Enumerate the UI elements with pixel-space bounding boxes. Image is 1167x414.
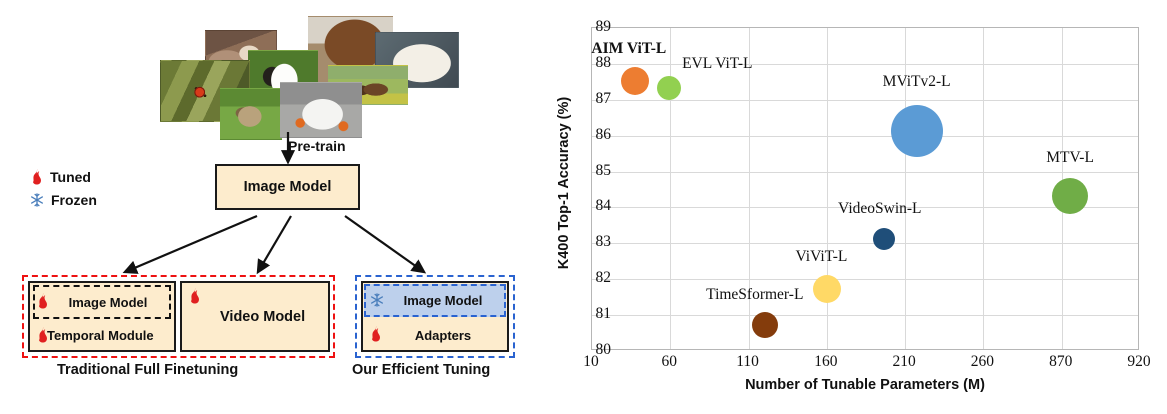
traditional-finetuning-group: [22, 275, 335, 358]
photo-cat: [220, 88, 282, 140]
data-bubble[interactable]: [657, 76, 682, 100]
snowflake-icon: [31, 193, 43, 207]
y-gridline: [592, 63, 1138, 65]
data-point-label: AIM ViT-L: [591, 39, 667, 57]
y-tick-label: 88: [595, 53, 612, 71]
y-tick-label: 87: [595, 89, 612, 107]
x-gridline: [748, 28, 750, 349]
pretraining-image-collage: [160, 8, 458, 140]
x-tick-label: 210: [892, 353, 916, 370]
flame-icon: [372, 326, 380, 342]
x-gridline: [905, 28, 907, 349]
y-tick-label: 86: [595, 125, 612, 143]
flame-icon: [33, 169, 41, 185]
y-tick-label: 83: [595, 233, 612, 251]
data-bubble[interactable]: [620, 66, 649, 95]
video-model-label: Video Model: [220, 309, 306, 325]
snowflake-icon: [371, 293, 383, 307]
y-gridline: [592, 279, 1138, 281]
y-tick-label: 80: [595, 341, 612, 358]
y-gridline: [592, 99, 1138, 101]
traditional-image-model-label: Image Model: [68, 294, 148, 310]
data-point-label: EVL ViT-L: [682, 54, 753, 72]
x-gridline: [983, 28, 985, 349]
y-gridline: [592, 207, 1138, 209]
traditional-image-model-box: Image Model: [33, 285, 171, 319]
y-gridline: [592, 315, 1138, 317]
data-point-label: VideoSwin-L: [838, 199, 922, 217]
data-point-label: MViTv2-L: [882, 72, 951, 90]
photo-police-car: [280, 82, 362, 138]
legend-item-frozen: Frozen: [30, 192, 97, 208]
plot-area: [591, 27, 1139, 350]
frozen-image-model-label: Image Model: [403, 293, 483, 308]
bubble-chart: K400 Top-1 Accuracy (%) Number of Tunabl…: [540, 0, 1167, 414]
data-point-label: MTV-L: [1046, 149, 1094, 167]
video-model-box: [180, 281, 330, 352]
pretrain-arrow-label: Pre-train: [288, 138, 346, 154]
data-bubble[interactable]: [1052, 177, 1089, 214]
x-gridline: [670, 28, 672, 349]
y-tick-label: 84: [595, 197, 612, 215]
legend-item-tuned: Tuned: [30, 169, 91, 185]
method-diagram: Pre-train Image Model Tuned Frozen: [0, 0, 540, 414]
x-tick-label: 10: [583, 353, 599, 370]
legend-label-tuned: Tuned: [50, 169, 91, 185]
image-model-box: Image Model: [215, 164, 360, 210]
ours-caption: Our Efficient Tuning: [352, 362, 491, 378]
data-bubble[interactable]: [751, 311, 778, 338]
flame-icon: [39, 293, 47, 309]
y-gridline: [592, 243, 1138, 245]
y-tick-label: 81: [595, 305, 612, 323]
adapters-label: Adapters: [414, 327, 472, 343]
data-point-label: TimeSformer-L: [706, 286, 804, 304]
adapters-box: Adapters: [361, 318, 509, 352]
traditional-caption: Traditional Full Finetuning: [57, 362, 239, 378]
x-tick-label: 920: [1127, 353, 1151, 370]
x-gridline: [826, 28, 828, 349]
y-axis-label: K400 Top-1 Accuracy (%): [556, 96, 572, 270]
x-axis-label: Number of Tunable Parameters (M): [745, 377, 985, 393]
x-tick-label: 60: [661, 353, 678, 370]
y-tick-label: 82: [595, 269, 612, 287]
x-tick-label: 110: [736, 353, 759, 370]
flame-icon: [191, 288, 199, 304]
our-efficient-tuning-group: [355, 275, 515, 358]
data-bubble[interactable]: [813, 274, 842, 303]
data-bubble[interactable]: [890, 105, 943, 158]
flame-icon: [39, 327, 47, 343]
y-tick-label: 85: [595, 161, 612, 179]
y-gridline: [592, 135, 1138, 137]
temporal-module-label: Temporal Module: [47, 328, 154, 343]
legend-label-frozen: Frozen: [51, 192, 97, 208]
data-bubble[interactable]: [872, 227, 895, 250]
x-tick-label: 260: [970, 353, 995, 370]
x-tick-label: 160: [814, 353, 838, 370]
y-gridline: [592, 171, 1138, 173]
data-point-label: ViViT-L: [795, 248, 848, 266]
frozen-image-model-box: Image Model: [364, 284, 506, 317]
x-tick-label: 870: [1049, 353, 1073, 370]
y-tick-label: 89: [595, 18, 612, 35]
